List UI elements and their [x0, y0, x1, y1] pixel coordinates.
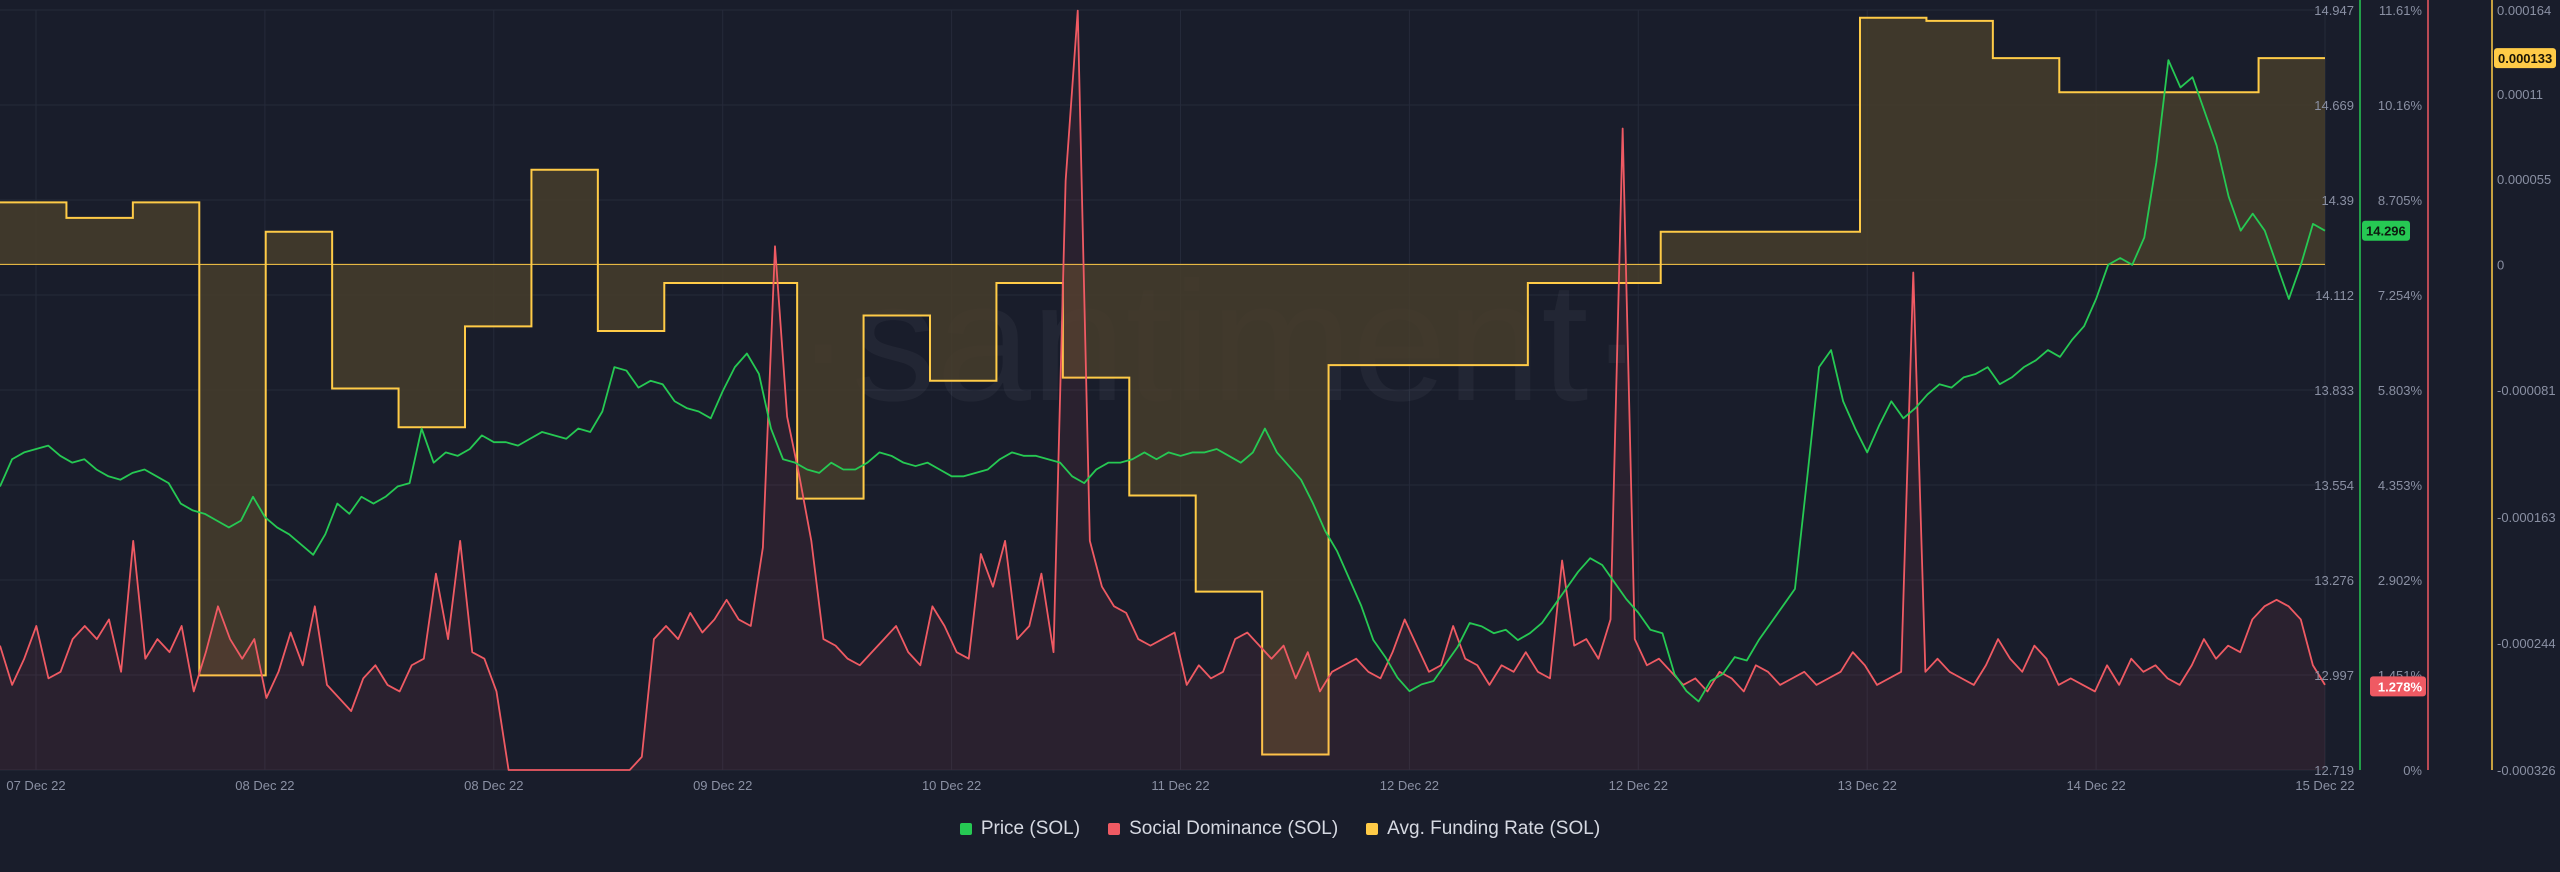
x-tick-label: 07 Dec 22 [6, 778, 65, 793]
x-tick-label: 09 Dec 22 [693, 778, 752, 793]
x-tick-label: 11 Dec 22 [1151, 778, 1209, 793]
funding-rate-swatch-icon [1366, 823, 1379, 835]
funding-rate-current-badge: 0.000133 [2494, 48, 2556, 69]
price-tick-label: 14.39 [2321, 193, 2354, 208]
x-tick-label: 10 Dec 22 [922, 778, 981, 793]
price-tick-label: 12.997 [2314, 668, 2354, 683]
social-dominance-tick-label: 7.254% [2378, 288, 2423, 303]
price-tick-label: 12.719 [2314, 763, 2354, 778]
price-current-badge-text: 14.296 [2366, 224, 2406, 239]
legend-label-social-dominance: Social Dominance (SOL) [1129, 818, 1339, 839]
funding-rate-current-badge-text: 0.000133 [2498, 51, 2552, 66]
x-tick-label: 14 Dec 22 [2066, 778, 2125, 793]
x-tick-label: 12 Dec 22 [1609, 778, 1668, 793]
funding-rate-tick-label: 0 [2497, 257, 2504, 272]
price-current-badge: 14.296 [2362, 220, 2410, 241]
price-line [0, 59, 2326, 703]
price-current-badge-bg [2362, 220, 2410, 241]
x-tick-label: 12 Dec 22 [1380, 778, 1439, 793]
legend-item-funding-rate[interactable]: Avg. Funding Rate (SOL) [1366, 818, 1600, 840]
social-dominance-tick-label: 0% [2403, 763, 2422, 778]
x-tick-label: 08 Dec 22 [464, 778, 523, 793]
social-dominance-line [0, 9, 2326, 771]
price-tick-label: 14.669 [2314, 98, 2354, 113]
funding-rate-tick-label: 0.000164 [2497, 3, 2551, 18]
social-dominance-tick-label: 10.16% [2378, 98, 2423, 113]
price-tick-label: 14.112 [2315, 288, 2354, 303]
price-tick-label: 13.276 [2314, 573, 2354, 588]
legend-label-price: Price (SOL) [980, 818, 1081, 839]
legend-item-price[interactable]: Price (SOL) [959, 818, 1081, 840]
funding-rate-current-badge-bg [2494, 48, 2556, 69]
social-dominance-current-badge-bg [2370, 676, 2426, 697]
x-tick-label: 08 Dec 22 [235, 778, 294, 793]
funding-rate-area [0, 17, 2325, 755]
social-dominance-current-badge: 1.278% [2370, 676, 2426, 697]
social-dominance-tick-label: 8.705% [2378, 193, 2423, 208]
legend: Price (SOL) Social Dominance (SOL) Avg. … [0, 818, 2560, 840]
x-tick-label: 13 Dec 22 [1838, 778, 1897, 793]
legend-label-funding-rate: Avg. Funding Rate (SOL) [1387, 818, 1601, 839]
funding-rate-tick-label: -0.000081 [2497, 383, 2556, 398]
funding-rate-tick-label: -0.000326 [2497, 763, 2556, 778]
x-tick-label: 15 Dec 22 [2295, 778, 2354, 793]
price-tick-label: 14.947 [2314, 3, 2354, 18]
series-layer [0, 9, 2326, 771]
funding-rate-tick-label: 0.000055 [2497, 172, 2551, 187]
funding-rate-line [0, 16, 2325, 756]
funding-rate-tick-label: -0.000163 [2497, 510, 2556, 525]
social-dominance-tick-label: 4.353% [2378, 478, 2423, 493]
social-dominance-tick-label: 2.902% [2378, 573, 2423, 588]
funding-rate-tick-label: 0.00011 [2497, 87, 2543, 102]
social-dominance-area [0, 10, 2325, 771]
legend-item-social-dominance[interactable]: Social Dominance (SOL) [1108, 818, 1338, 840]
social-dominance-swatch-icon [1108, 823, 1121, 835]
price-tick-label: 13.833 [2314, 383, 2354, 398]
social-dominance-tick-label: 11.61% [2379, 3, 2423, 18]
price-swatch-icon [959, 823, 972, 835]
axes: 14.947 14.669 14.39 14.112 13.833 13.554 13.27… [6, 0, 2556, 793]
social-dominance-current-badge-text: 1.278% [2378, 679, 2423, 694]
social-dominance-tick-label: 5.803% [2378, 383, 2423, 398]
funding-rate-tick-label: -0.000244 [2497, 636, 2556, 651]
price-tick-label: 13.554 [2314, 478, 2354, 493]
